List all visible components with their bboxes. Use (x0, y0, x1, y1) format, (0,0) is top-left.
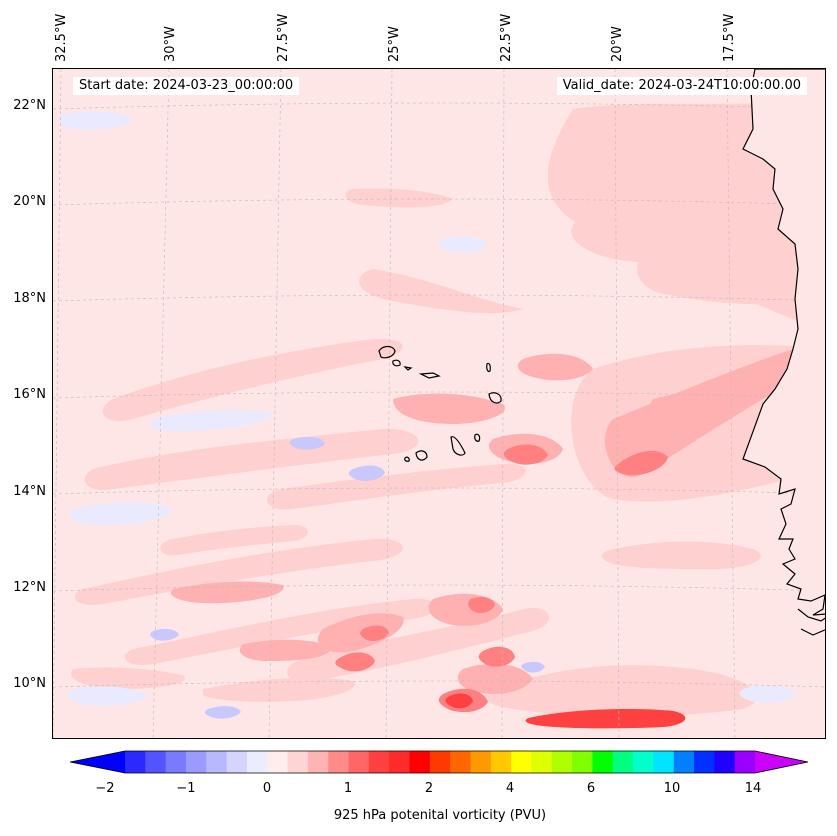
island-santo-antao (378, 345, 396, 359)
colorbar-swatch (531, 751, 553, 773)
colorbar-swatch (450, 751, 471, 773)
colorbar-swatch (368, 751, 390, 773)
colorbar-swatch (307, 751, 329, 773)
pv-contours-negative-medium (150, 436, 545, 719)
colorbar-swatch (694, 751, 715, 773)
colorbar-swatch (328, 751, 350, 773)
colorbar-swatch (287, 751, 309, 773)
colorbar-swatch (673, 751, 695, 773)
colorbar-swatch (551, 751, 573, 773)
colorbar-swatch (572, 751, 593, 773)
lat-label-10n: 10°N (13, 676, 46, 691)
valid-date-label: Valid_date: 2024-03-24T10:00:00.00 (556, 77, 807, 95)
cb-tick-minus1: −1 (176, 781, 196, 796)
lon-label-30w: 30°W (163, 26, 178, 62)
lon-label-20w: 20°W (610, 26, 625, 62)
island-fogo (415, 450, 428, 461)
gridlines (53, 69, 825, 738)
colorbar-swatch (714, 751, 736, 773)
colorbar-outline (70, 750, 809, 774)
cb-tick-4: 4 (505, 781, 515, 796)
colorbar-label: 925 hPa potenital vorticity (PVU) (333, 808, 547, 823)
colorbar (70, 750, 809, 774)
cb-tick-minus2: −2 (95, 781, 115, 796)
lat-label-14n: 14°N (13, 484, 46, 499)
lon-label-22.5w: 22.5°W (499, 13, 514, 62)
island-sao-nicolau (418, 372, 441, 379)
colorbar-swatch (734, 751, 756, 773)
colorbar-swatch (185, 751, 207, 773)
pv-field-map (53, 69, 825, 738)
lat-label-16n: 16°N (13, 387, 46, 402)
cb-tick-14: 14 (744, 781, 762, 796)
cb-tick-1: 1 (343, 781, 353, 796)
island-boa-vista (488, 392, 502, 404)
island-brava (404, 456, 410, 462)
lat-label-18n: 18°N (13, 291, 46, 306)
pv-contours-negative (58, 111, 798, 706)
cb-tick-6: 6 (586, 781, 596, 796)
colorbar-extend-min (70, 751, 125, 773)
cb-tick-2: 2 (424, 781, 434, 796)
lon-label-32.5w: 32.5°W (54, 13, 69, 62)
colorbar-swatch (490, 751, 512, 773)
lat-label-20n: 20°N (13, 194, 46, 209)
lon-label-27.5w: 27.5°W (276, 13, 291, 62)
colorbar-swatch (633, 751, 654, 773)
island-sal (486, 362, 491, 373)
map-plot-area (52, 68, 826, 739)
colorbar-swatch (246, 751, 268, 773)
cb-tick-0: 0 (262, 781, 272, 796)
colorbar-swatch (267, 751, 289, 773)
lon-label-25w: 25°W (387, 26, 402, 62)
lat-label-22n: 22°N (13, 98, 46, 113)
colorbar-swatch (145, 751, 167, 773)
colorbar-extend-max (755, 751, 808, 773)
island-sao-vicente (392, 359, 401, 367)
colorbar-swatch (165, 751, 187, 773)
colorbar-swatch (409, 751, 431, 773)
colorbar-swatch (612, 751, 634, 773)
colorbar-swatch (206, 751, 228, 773)
lat-label-12n: 12°N (13, 580, 46, 595)
colorbar-swatch (226, 751, 248, 773)
island-santa-luzia (403, 366, 413, 371)
pv-contours-medium (171, 348, 811, 694)
start-date-label: Start date: 2024-03-23_00:00:00 (73, 77, 300, 95)
colorbar-swatch (511, 751, 532, 773)
african-coastline-detail (797, 608, 825, 636)
cape-verde-islands (378, 345, 502, 462)
colorbar-swatch (348, 751, 370, 773)
pv-contours-strong (335, 444, 668, 713)
pv-contours-peak (445, 693, 686, 729)
african-coastline (742, 69, 825, 616)
colorbar-swatch (653, 751, 675, 773)
island-santiago (450, 436, 466, 456)
colorbar-swatch (592, 751, 614, 773)
lon-label-17.5w: 17.5°W (722, 13, 737, 62)
colorbar-swatch (470, 751, 492, 773)
colorbar-swatch (125, 751, 146, 773)
colorbar-swatch (429, 751, 451, 773)
colorbar-swatch (389, 751, 411, 773)
cb-tick-10: 10 (663, 781, 681, 796)
island-maio (474, 433, 481, 442)
